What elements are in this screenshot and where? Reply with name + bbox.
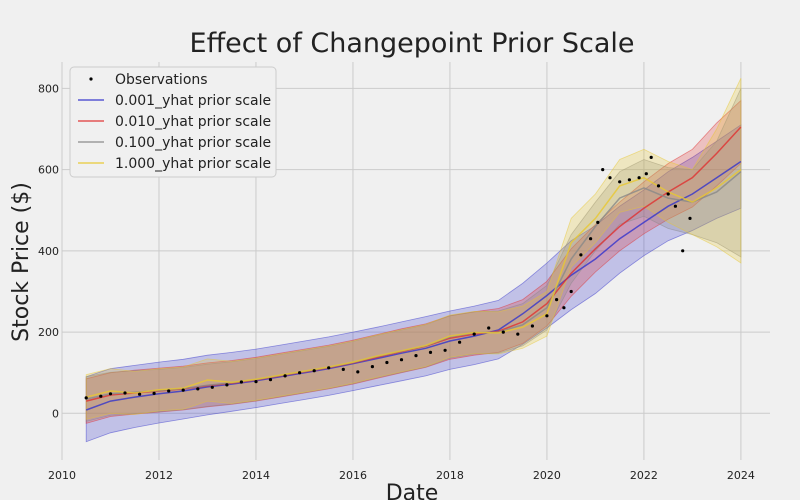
observation-point bbox=[608, 176, 612, 180]
observation-point bbox=[268, 378, 273, 382]
observation-point bbox=[108, 392, 113, 396]
observation-point bbox=[181, 388, 185, 392]
observation-point bbox=[618, 180, 622, 184]
legend: Observations 0.001_yhat prior scale 0.01… bbox=[69, 66, 277, 178]
forecast-line-s001 bbox=[85, 160, 742, 411]
observation-point bbox=[458, 340, 462, 344]
observation-point bbox=[123, 391, 127, 395]
observation-point bbox=[152, 391, 156, 395]
observation-point bbox=[579, 253, 583, 257]
observation-point bbox=[138, 392, 142, 396]
observation-point bbox=[589, 237, 593, 241]
observation-point bbox=[312, 369, 316, 373]
observation-point bbox=[443, 348, 447, 352]
observation-point bbox=[356, 370, 360, 374]
observation-point bbox=[637, 176, 641, 180]
observation-point bbox=[666, 192, 670, 196]
legend-label-0010: 0.010_yhat prior scale bbox=[115, 114, 271, 130]
observation-point bbox=[688, 216, 692, 220]
y-axis-label: Stock Price ($) bbox=[9, 182, 34, 342]
observation-point bbox=[283, 374, 287, 378]
observation-point bbox=[327, 366, 331, 370]
y-tick-label: 600 bbox=[38, 164, 59, 177]
observation-point bbox=[681, 249, 685, 253]
observation-point bbox=[627, 178, 632, 182]
observation-point bbox=[530, 324, 535, 328]
x-tick-label: 2014 bbox=[242, 469, 270, 482]
observation-point bbox=[487, 326, 491, 330]
y-tick-label: 800 bbox=[38, 82, 59, 95]
x-tick-label: 2018 bbox=[436, 469, 464, 482]
observation-point bbox=[167, 389, 171, 393]
y-tick-labels: 0 200 400 600 800 bbox=[38, 82, 59, 420]
legend-marker-observations bbox=[89, 77, 93, 81]
legend-box bbox=[69, 66, 277, 178]
observation-points bbox=[84, 155, 692, 400]
forecast-line-s1000 bbox=[86, 169, 742, 398]
observation-point bbox=[414, 354, 418, 358]
observation-point bbox=[644, 172, 648, 176]
observation-point bbox=[472, 332, 476, 336]
observation-point bbox=[545, 314, 549, 318]
x-tick-label: 2024 bbox=[727, 469, 755, 482]
legend-label-observations: Observations bbox=[115, 72, 208, 88]
legend-label-1000: 1.000_yhat prior scale bbox=[115, 156, 271, 172]
x-tick-label: 2020 bbox=[533, 469, 561, 482]
x-tick-label: 2012 bbox=[145, 469, 173, 482]
observation-point bbox=[569, 289, 573, 294]
observation-point bbox=[596, 220, 600, 224]
observation-point bbox=[298, 371, 302, 375]
observation-point bbox=[555, 298, 559, 302]
observation-point bbox=[385, 360, 389, 365]
observation-point bbox=[428, 350, 433, 354]
y-tick-label: 400 bbox=[38, 245, 59, 258]
observation-point bbox=[673, 204, 678, 208]
observation-point bbox=[341, 367, 345, 371]
observation-point bbox=[601, 168, 605, 172]
observation-point bbox=[656, 184, 661, 188]
legend-label-0001: 0.001_yhat prior scale bbox=[115, 93, 271, 109]
observation-point bbox=[399, 358, 404, 362]
observation-point bbox=[516, 332, 520, 336]
forecast-lines bbox=[85, 126, 742, 411]
x-tick-label: 2010 bbox=[48, 469, 76, 482]
observation-point bbox=[501, 330, 505, 334]
legend-label-0100: 0.100_yhat prior scale bbox=[115, 135, 271, 151]
x-tick-labels: 2010 2012 2014 2016 2018 2020 2022 2024 bbox=[48, 469, 755, 482]
observation-point bbox=[225, 383, 229, 387]
x-tick-label: 2022 bbox=[630, 469, 658, 482]
observation-point bbox=[370, 365, 374, 369]
observation-point bbox=[254, 380, 258, 384]
observation-point bbox=[649, 155, 653, 159]
y-tick-label: 0 bbox=[52, 407, 59, 420]
observation-point bbox=[99, 394, 103, 398]
observation-point bbox=[239, 380, 243, 384]
x-tick-label: 2016 bbox=[339, 469, 367, 482]
y-tick-label: 200 bbox=[38, 326, 59, 339]
observation-point bbox=[196, 387, 200, 391]
x-axis-label: Date bbox=[386, 481, 439, 500]
observation-point bbox=[210, 385, 214, 389]
chart-title: Effect of Changepoint Prior Scale bbox=[190, 28, 635, 59]
observation-point bbox=[84, 396, 88, 400]
observation-point bbox=[562, 306, 566, 310]
